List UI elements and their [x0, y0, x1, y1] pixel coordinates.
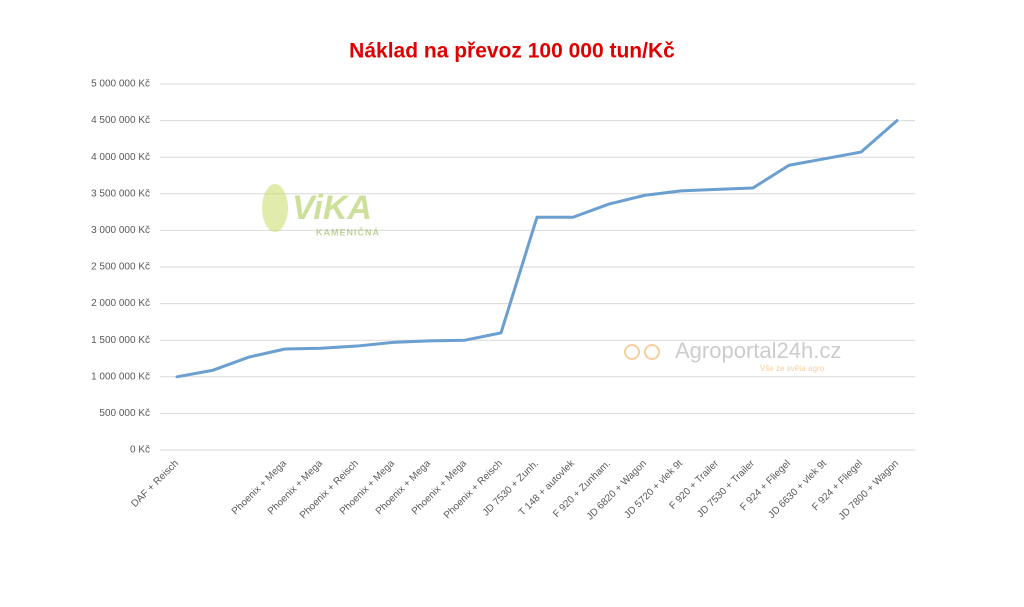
- data-line: [175, 119, 899, 379]
- y-tick-label: 2 000 000 Kč: [91, 298, 150, 309]
- grid: [160, 83, 915, 451]
- watermark-vika: ViKA KAMENIČNÁ: [262, 184, 380, 237]
- watermark-icon: [624, 344, 640, 360]
- watermark-text: Vše ze světa agro: [760, 364, 825, 373]
- watermark-agroportal: Agroportal24h.cz Vše ze světa agro: [624, 338, 841, 373]
- x-tick-label: DAF + Reisch: [129, 458, 181, 510]
- y-tick-label: 500 000 Kč: [99, 408, 150, 419]
- y-tick-label: 4 500 000 Kč: [91, 115, 150, 126]
- y-tick-label: 5 000 000 Kč: [91, 79, 150, 90]
- y-tick-label: 3 000 000 Kč: [91, 225, 150, 236]
- y-tick-label: 0 Kč: [130, 445, 150, 456]
- watermark-leaf: [262, 184, 288, 232]
- chart-title: Náklad na převoz 100 000 tun/Kč: [349, 40, 675, 63]
- y-tick-label: 1 000 000 Kč: [91, 371, 150, 382]
- watermark-text: KAMENIČNÁ: [316, 226, 380, 237]
- watermark-text: ViKA: [292, 189, 372, 227]
- y-tick-label: 3 500 000 Kč: [91, 188, 150, 199]
- watermark-icon: [644, 344, 660, 360]
- watermark-text: Agroportal24h.cz: [675, 338, 841, 363]
- y-tick-label: 4 000 000 Kč: [91, 152, 150, 163]
- y-tick-label: 2 500 000 Kč: [91, 262, 150, 273]
- y-tick-label: 1 500 000 Kč: [91, 335, 150, 346]
